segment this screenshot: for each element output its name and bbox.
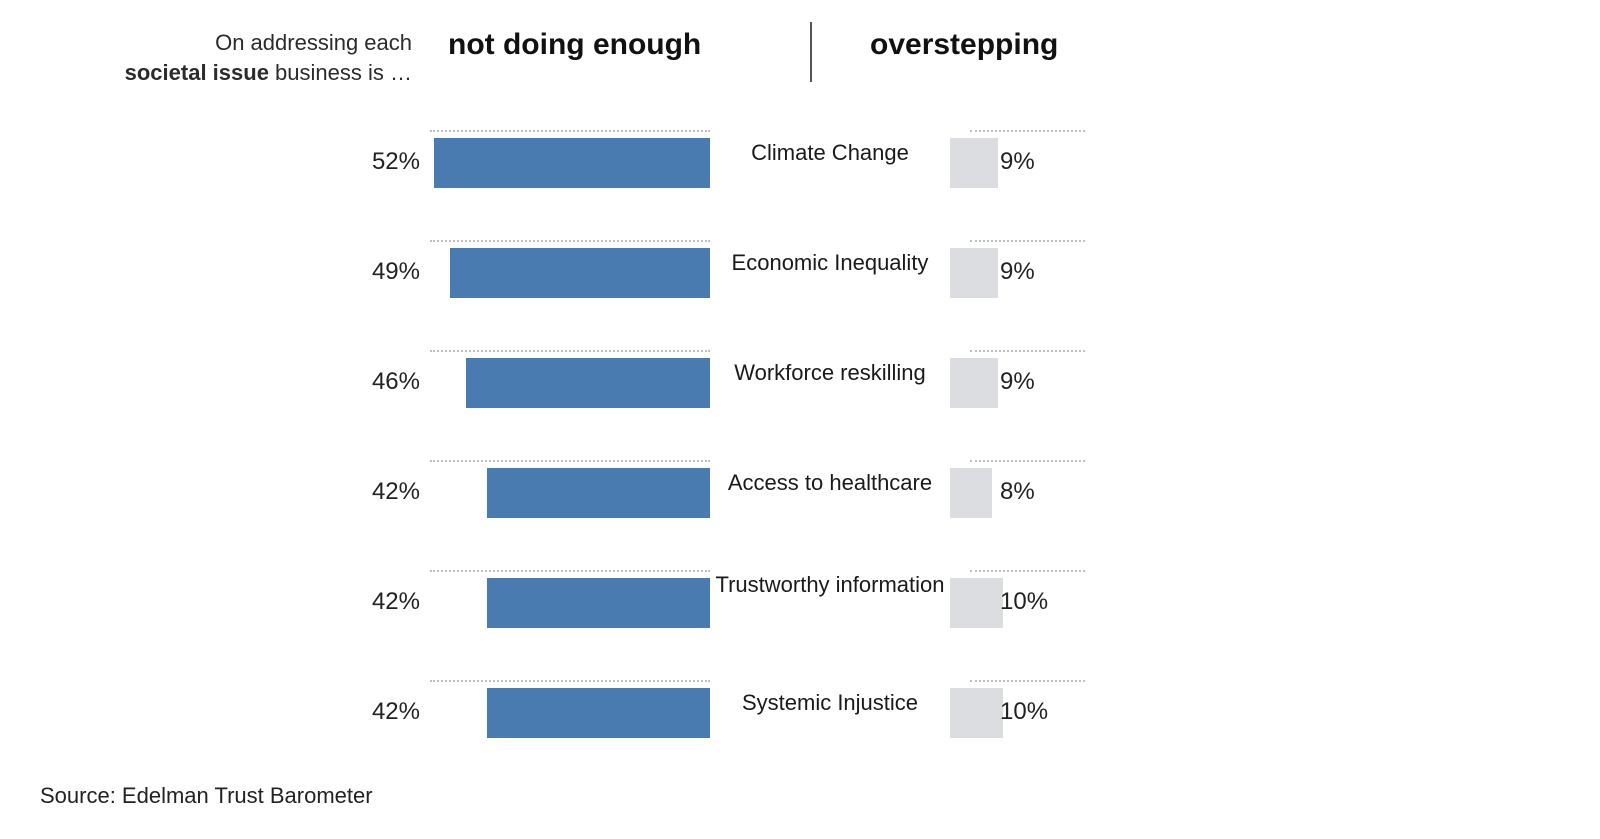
- intro-line1: On addressing each: [215, 30, 412, 55]
- source-attribution: Source: Edelman Trust Barometer: [40, 783, 373, 809]
- dotted-guide-right: [970, 350, 1085, 352]
- bar-not-enough: [487, 578, 710, 628]
- bar-overstepping: [950, 138, 998, 188]
- value-overstepping: 10%: [1000, 588, 1090, 616]
- column-header-not-enough: not doing enough: [448, 28, 701, 62]
- category-label: Climate Change: [715, 140, 945, 166]
- dotted-guide-right: [970, 680, 1085, 682]
- dotted-guide-right: [970, 240, 1085, 242]
- chart-row: 49% Economic Inequality 9%: [0, 240, 1600, 312]
- intro-line2-tail: business is …: [269, 60, 412, 85]
- dotted-guide-left: [430, 130, 710, 132]
- chart-row: 46% Workforce reskilling 9%: [0, 350, 1600, 422]
- bar-not-enough: [450, 248, 710, 298]
- bar-not-enough: [434, 138, 710, 188]
- value-not-enough: 46%: [330, 368, 420, 396]
- dotted-guide-left: [430, 350, 710, 352]
- bar-overstepping: [950, 688, 1003, 738]
- category-label: Systemic Injustice: [715, 690, 945, 716]
- column-header-overstepping: overstepping: [870, 28, 1058, 62]
- diverging-bar-chart: On addressing each societal issue busine…: [0, 0, 1600, 839]
- dotted-guide-left: [430, 460, 710, 462]
- dotted-guide-right: [970, 460, 1085, 462]
- category-label: Economic Inequality: [715, 250, 945, 276]
- intro-bold: societal issue: [125, 60, 269, 85]
- bar-not-enough: [487, 468, 710, 518]
- chart-row: 42% Access to healthcare 8%: [0, 460, 1600, 532]
- bar-overstepping: [950, 578, 1003, 628]
- bar-overstepping: [950, 358, 998, 408]
- dotted-guide-left: [430, 240, 710, 242]
- value-overstepping: 9%: [1000, 258, 1090, 286]
- value-not-enough: 52%: [330, 148, 420, 176]
- value-overstepping: 9%: [1000, 368, 1090, 396]
- category-label: Access to healthcare: [715, 470, 945, 496]
- bar-not-enough: [487, 688, 710, 738]
- dotted-guide-right: [970, 570, 1085, 572]
- bar-not-enough: [466, 358, 710, 408]
- bar-overstepping: [950, 248, 998, 298]
- chart-row: 52% Climate Change 9%: [0, 130, 1600, 202]
- header-divider: [810, 22, 812, 82]
- chart-intro-text: On addressing each societal issue busine…: [0, 28, 430, 87]
- dotted-guide-right: [970, 130, 1085, 132]
- category-label: Workforce reskilling: [715, 360, 945, 386]
- value-not-enough: 42%: [330, 588, 420, 616]
- chart-header: On addressing each societal issue busine…: [0, 28, 1600, 87]
- value-not-enough: 42%: [330, 698, 420, 726]
- value-overstepping: 10%: [1000, 698, 1090, 726]
- value-overstepping: 9%: [1000, 148, 1090, 176]
- value-overstepping: 8%: [1000, 478, 1090, 506]
- chart-row: 42% Systemic Injustice 10%: [0, 680, 1600, 752]
- chart-row: 42% Trustworthy information 10%: [0, 570, 1600, 642]
- chart-rows: 52% Climate Change 9% 49% Economic Inequalit…: [0, 130, 1600, 790]
- bar-overstepping: [950, 468, 992, 518]
- value-not-enough: 42%: [330, 478, 420, 506]
- dotted-guide-left: [430, 680, 710, 682]
- dotted-guide-left: [430, 570, 710, 572]
- category-label: Trustworthy information: [715, 572, 945, 598]
- value-not-enough: 49%: [330, 258, 420, 286]
